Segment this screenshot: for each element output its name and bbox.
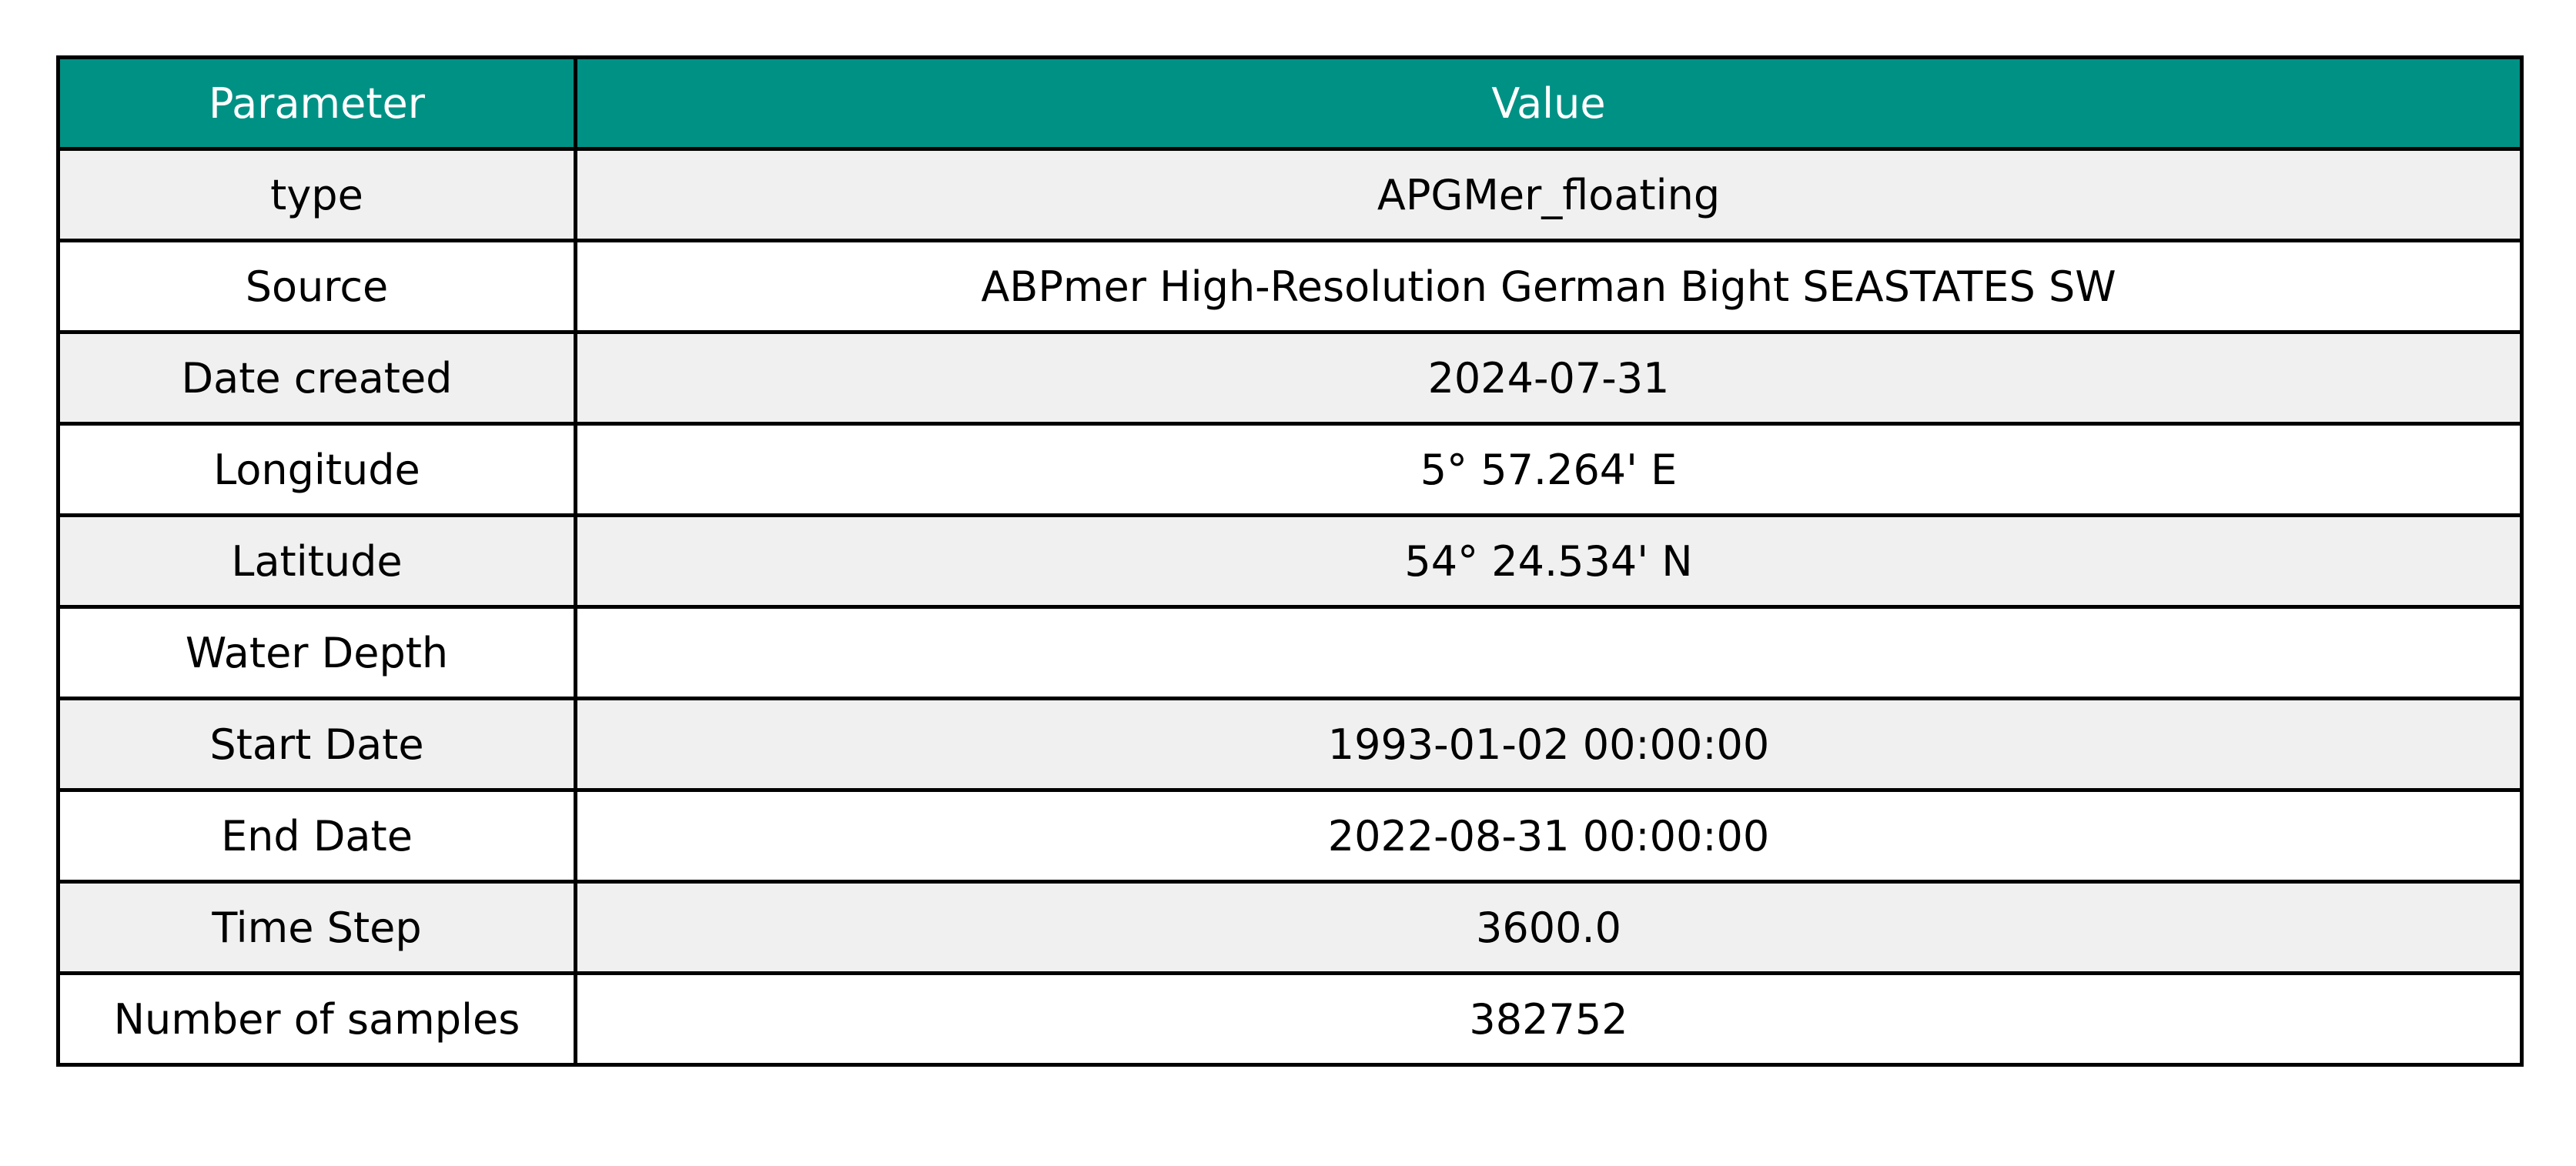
table-row: Latitude 54° 24.534' N xyxy=(56,513,2524,609)
parameter-cell: Time Step xyxy=(56,880,577,975)
column-header-parameter: Parameter xyxy=(56,55,577,151)
value-cell: 2024-07-31 xyxy=(574,330,2524,426)
parameter-cell: type xyxy=(56,147,577,242)
column-header-value: Value xyxy=(574,55,2524,151)
value-cell: 1993-01-02 00:00:00 xyxy=(574,697,2524,792)
table-row: Longitude 5° 57.264' E xyxy=(56,422,2524,517)
table-header-row: Parameter Value xyxy=(56,55,2524,151)
table-row: type APGMer_floating xyxy=(56,147,2524,242)
parameter-cell: Latitude xyxy=(56,513,577,609)
value-cell xyxy=(574,605,2524,700)
parameter-table-container: Parameter Value type APGMer_floating Sou… xyxy=(56,55,2524,1067)
parameter-cell: Start Date xyxy=(56,697,577,792)
value-cell: 54° 24.534' N xyxy=(574,513,2524,609)
value-cell: 2022-08-31 00:00:00 xyxy=(574,788,2524,884)
parameter-cell: Water Depth xyxy=(56,605,577,700)
table-row: End Date 2022-08-31 00:00:00 xyxy=(56,788,2524,884)
table-row: Time Step 3600.0 xyxy=(56,880,2524,975)
parameter-cell: End Date xyxy=(56,788,577,884)
parameter-table: Parameter Value type APGMer_floating Sou… xyxy=(56,55,2524,1067)
value-cell: 3600.0 xyxy=(574,880,2524,975)
value-cell: 382752 xyxy=(574,971,2524,1067)
parameter-cell: Source xyxy=(56,239,577,334)
table-row: Date created 2024-07-31 xyxy=(56,330,2524,426)
table-row: Number of samples 382752 xyxy=(56,971,2524,1067)
table-row: Water Depth xyxy=(56,605,2524,700)
parameter-cell: Date created xyxy=(56,330,577,426)
value-cell: ABPmer High-Resolution German Bight SEAS… xyxy=(574,239,2524,334)
value-cell: 5° 57.264' E xyxy=(574,422,2524,517)
table-row: Source ABPmer High-Resolution German Big… xyxy=(56,239,2524,334)
parameter-cell: Number of samples xyxy=(56,971,577,1067)
value-cell: APGMer_floating xyxy=(574,147,2524,242)
parameter-cell: Longitude xyxy=(56,422,577,517)
table-row: Start Date 1993-01-02 00:00:00 xyxy=(56,697,2524,792)
